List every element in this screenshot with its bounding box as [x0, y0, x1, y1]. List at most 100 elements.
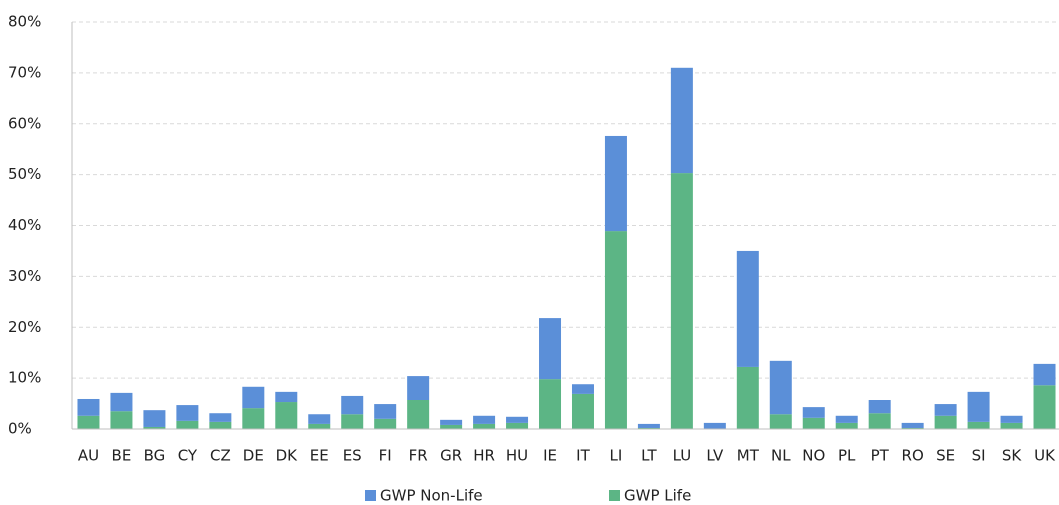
x-tick-label: GR — [440, 447, 462, 465]
x-tick-label: LI — [610, 447, 623, 465]
bar-segment — [110, 411, 133, 429]
bar-segment — [868, 413, 891, 429]
bar-segment — [604, 135, 627, 232]
bar-segment — [440, 419, 463, 425]
bar-segment — [670, 173, 693, 429]
y-tick-label: 20% — [8, 318, 41, 336]
y-tick-label: 60% — [8, 114, 41, 132]
bar-segment — [637, 423, 660, 428]
bar-segment — [308, 414, 331, 424]
bar-segment — [901, 422, 924, 428]
bar-segment — [407, 376, 430, 401]
bar-segment — [143, 426, 166, 429]
x-tick-label: HR — [473, 447, 495, 465]
bar-segment — [308, 423, 331, 429]
bar-segment — [242, 386, 265, 409]
bar-segment — [967, 421, 990, 429]
bar-segment — [374, 418, 397, 429]
y-tick-label: 70% — [8, 63, 41, 81]
bar-segment — [835, 422, 858, 429]
legend-swatch — [609, 490, 620, 501]
bar-segment — [769, 360, 792, 415]
x-tick-label: EE — [310, 447, 329, 465]
x-tick-label: LU — [673, 447, 692, 465]
x-tick-label: SE — [936, 447, 955, 465]
bar-segment — [802, 417, 825, 429]
bar-segment — [934, 415, 957, 429]
x-tick-label: BG — [144, 447, 166, 465]
x-tick-label: LV — [706, 447, 724, 465]
bar-segment — [637, 427, 660, 429]
bar-segment — [835, 415, 858, 423]
bar-segment — [209, 421, 232, 429]
x-tick-label: UK — [1034, 447, 1056, 465]
bar-segment — [275, 402, 298, 429]
bar-segment — [110, 392, 133, 412]
x-tick-label: SI — [972, 447, 986, 465]
bar-segment — [473, 423, 496, 429]
bar-segment — [604, 231, 627, 429]
bar-segment — [341, 395, 364, 415]
bar-segment — [736, 366, 759, 429]
bar-segment — [506, 422, 529, 429]
bar-segment — [934, 404, 957, 416]
y-tick-label: 80% — [8, 13, 41, 31]
x-tick-label: DE — [243, 447, 264, 465]
x-tick-label: HU — [506, 447, 528, 465]
x-tick-label: LT — [641, 447, 657, 465]
bar-segment — [407, 400, 430, 429]
bar-segment — [506, 416, 529, 423]
bar-segment — [176, 420, 199, 429]
x-tick-label: CZ — [210, 447, 231, 465]
bar-segment — [1033, 385, 1056, 429]
bar-segment — [275, 391, 298, 403]
x-tick-label: AU — [78, 447, 99, 465]
bar-segment — [769, 414, 792, 429]
bar-segment — [143, 410, 166, 427]
bar-segment — [736, 250, 759, 367]
bar-segment — [571, 384, 594, 394]
bar-segment — [967, 391, 990, 422]
x-tick-label: IT — [576, 447, 590, 465]
bar-segment — [341, 414, 364, 429]
bar-segment — [473, 415, 496, 424]
bar-segment — [539, 318, 562, 380]
bar-segment — [539, 379, 562, 429]
x-tick-label: RO — [902, 447, 924, 465]
bar-segment — [440, 424, 463, 429]
y-tick-label: 30% — [8, 267, 41, 285]
x-tick-label: IE — [543, 447, 557, 465]
bar-segment — [242, 408, 265, 429]
bar-segment — [77, 415, 100, 429]
y-tick-label: 0% — [8, 420, 32, 438]
y-tick-label: 50% — [8, 165, 41, 183]
x-tick-label: CY — [178, 447, 198, 465]
x-tick-label: MT — [737, 447, 760, 465]
bar-segment — [670, 67, 693, 174]
bar-segment — [868, 400, 891, 414]
bar-segment — [1000, 422, 1023, 429]
legend-label: GWP Life — [624, 487, 691, 505]
y-tick-label: 40% — [8, 216, 41, 234]
x-tick-label: NL — [771, 447, 791, 465]
x-tick-label: SK — [1002, 447, 1023, 465]
legend-swatch — [365, 490, 376, 501]
x-tick-label: FR — [409, 447, 428, 465]
x-tick-label: PL — [838, 447, 856, 465]
legend-label: GWP Non-Life — [380, 487, 483, 505]
bar-segment — [571, 393, 594, 429]
bar-segment — [901, 427, 924, 429]
y-tick-label: 10% — [8, 369, 41, 387]
bar-segment — [209, 413, 232, 422]
x-tick-label: FI — [379, 447, 392, 465]
bar-segment — [1000, 415, 1023, 423]
bar-segment — [374, 404, 397, 419]
x-tick-label: DK — [276, 447, 299, 465]
bar-segment — [176, 405, 199, 421]
bar-segment — [802, 407, 825, 418]
x-tick-label: ES — [343, 447, 362, 465]
bar-segment — [703, 422, 726, 429]
x-tick-label: PT — [871, 447, 890, 465]
bar-segment — [1033, 363, 1056, 386]
